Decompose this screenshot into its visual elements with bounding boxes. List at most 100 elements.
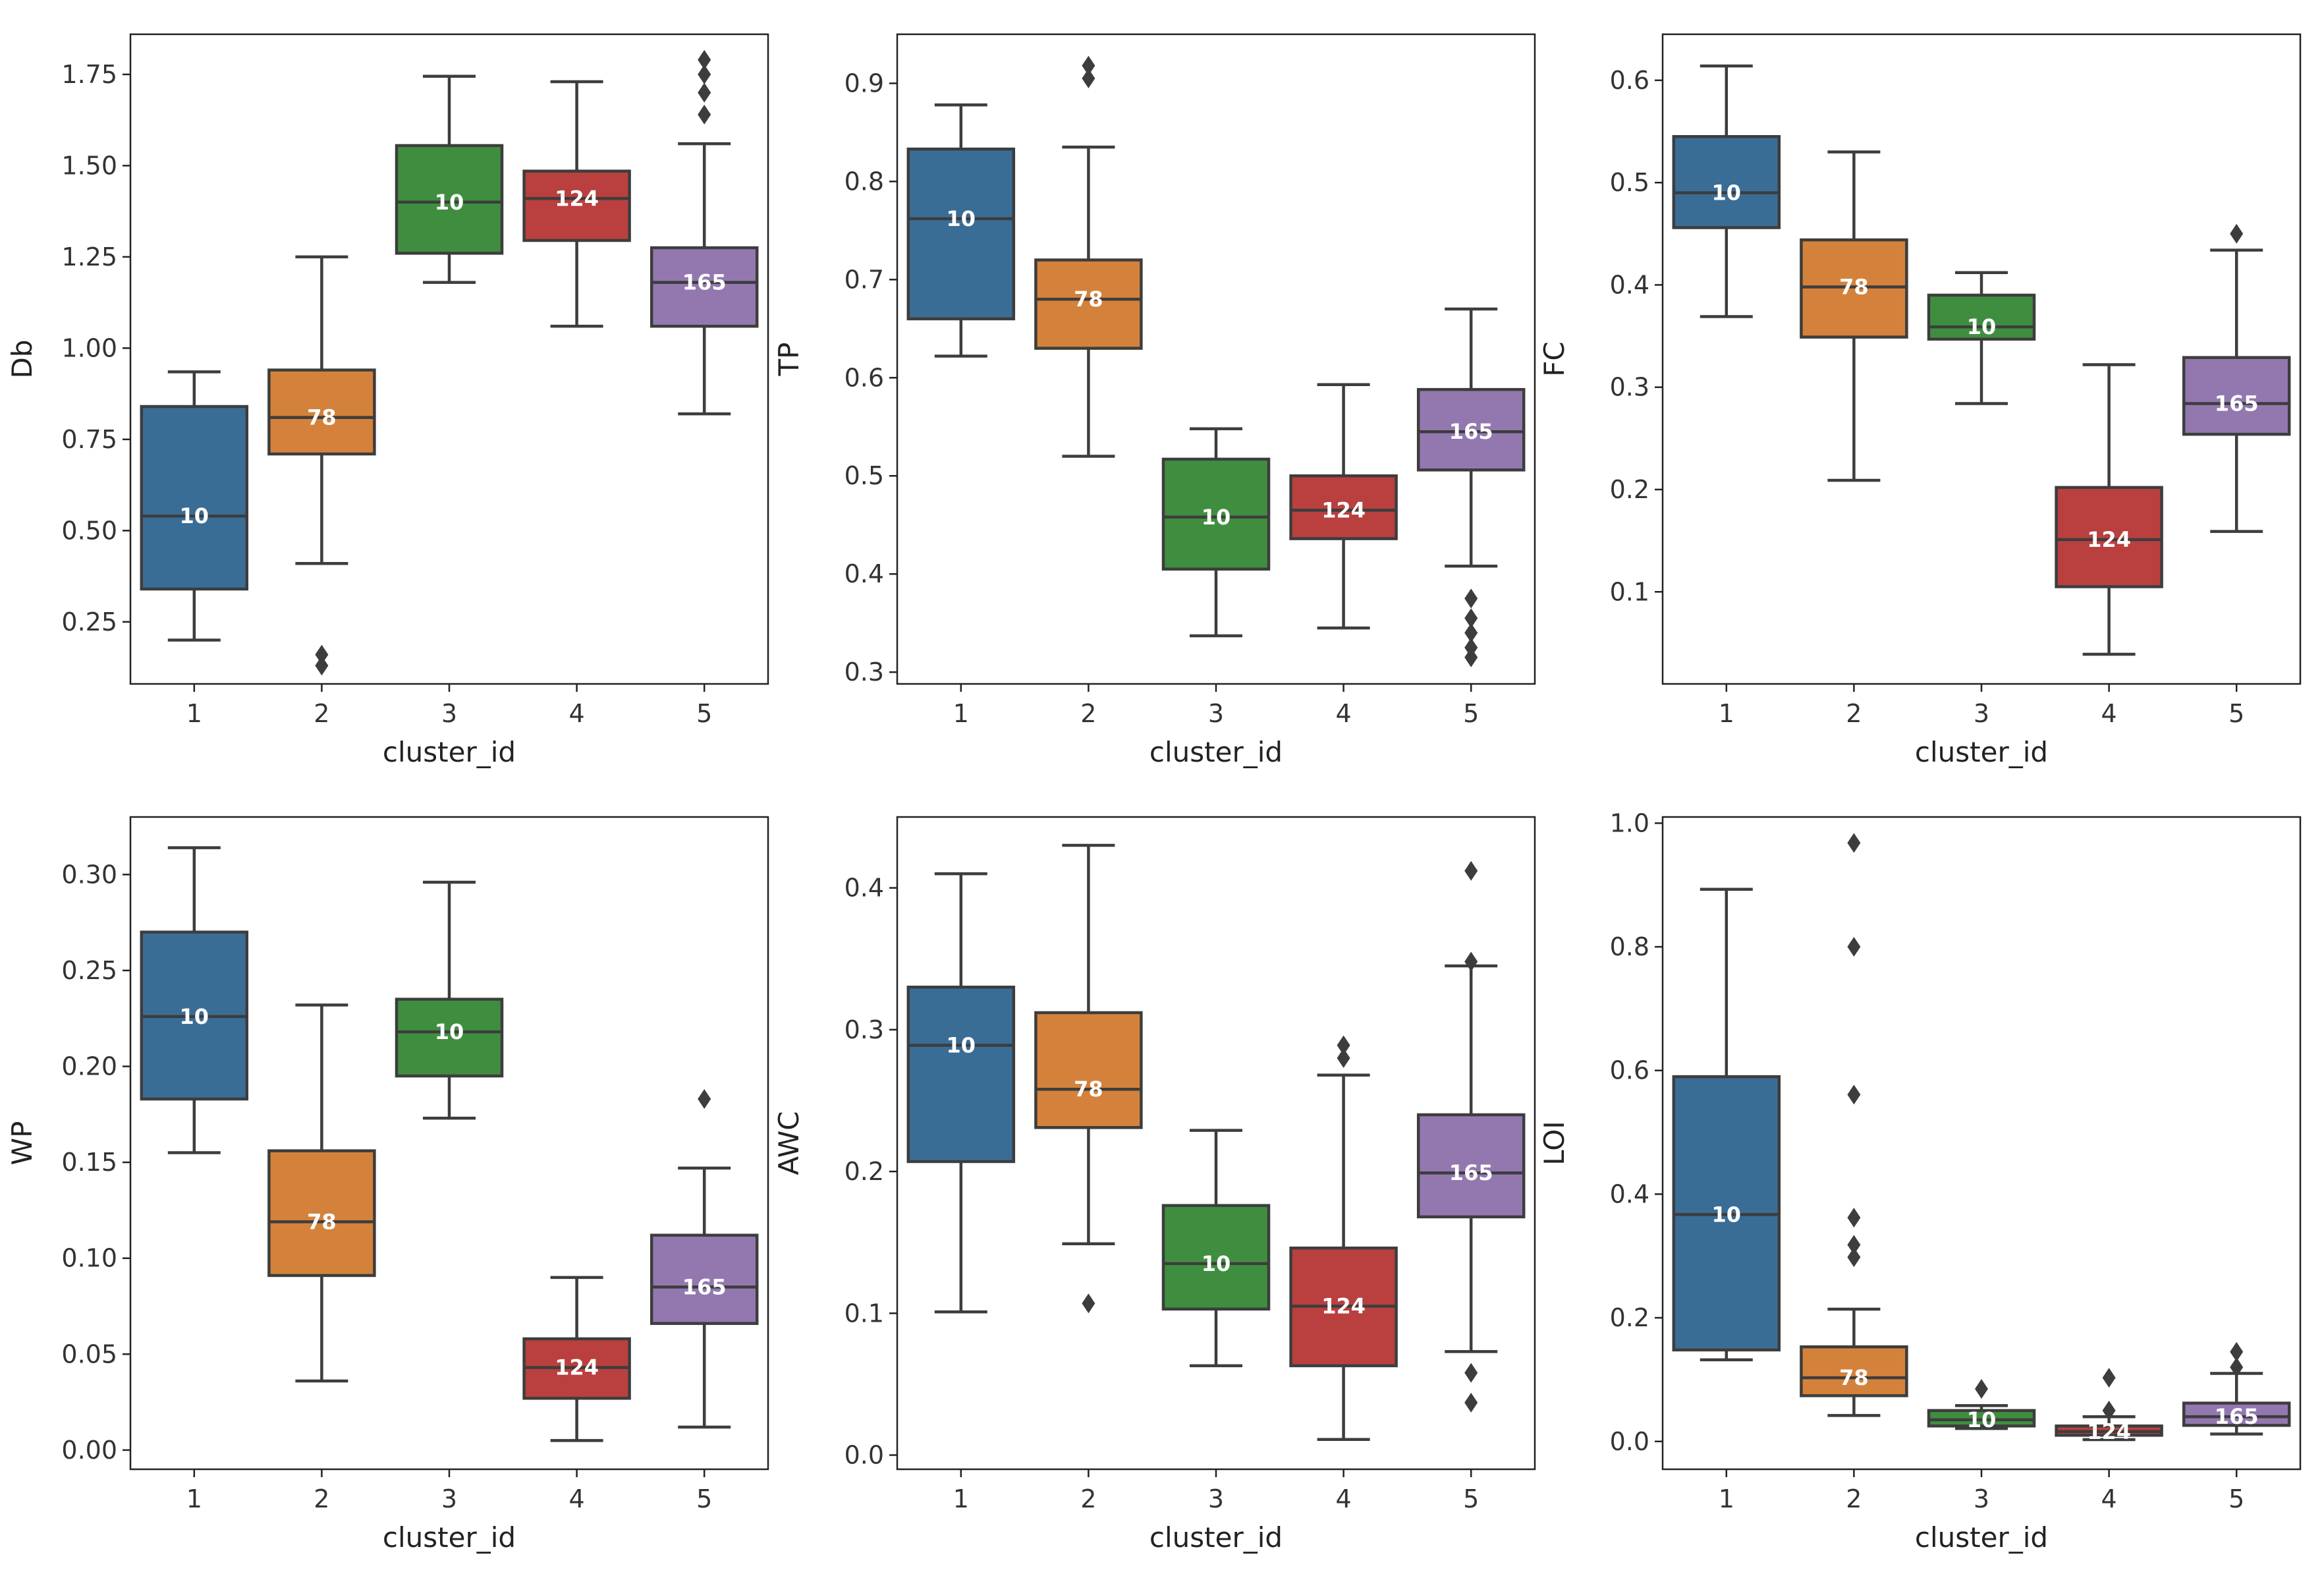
- y-tick-label: 0.8: [1610, 932, 1649, 961]
- box-cluster-1: 10: [1672, 64, 1781, 318]
- box-body: [650, 1233, 759, 1325]
- box-body: [906, 986, 1016, 1164]
- y-tick-label: 0.4: [844, 559, 884, 588]
- x-tick-label: 3: [441, 699, 457, 728]
- outlier-marker: [698, 49, 711, 70]
- box-cluster-5: 165: [2182, 223, 2291, 533]
- y-axis-label: AWC: [773, 1111, 805, 1175]
- x-tick-label: 2: [314, 1484, 329, 1513]
- count-label: 78: [307, 405, 337, 430]
- chart-panel-awc: 0.0 0.1 0.2 0.3 0.4 1 2 3 4 5 cluster_id AWC 10 78 10 1…: [773, 816, 1536, 1554]
- y-tick-label: 0.4: [844, 874, 884, 903]
- x-tick-label: 5: [2228, 699, 2244, 728]
- box-cluster-3: 10: [395, 880, 504, 1120]
- count-label: 124: [555, 1355, 599, 1380]
- count-label: 10: [1967, 314, 1997, 339]
- y-axis-label: LOI: [1538, 1121, 1570, 1165]
- outlier-marker: [698, 64, 711, 84]
- y-tick-label: 0.9: [844, 69, 884, 98]
- chart-panel-wp: 0.00 0.05 0.10 0.15 0.20 0.25 0.30 1 2 3 4 5 cluster…: [6, 816, 769, 1554]
- count-label: 10: [1712, 1202, 1742, 1227]
- x-axis-label: cluster_id: [1149, 736, 1283, 768]
- outlier-marker: [698, 104, 711, 125]
- outlier-marker: [1337, 1035, 1350, 1055]
- x-tick-label: 5: [2228, 1484, 2244, 1513]
- box-cluster-1: 10: [906, 103, 1016, 358]
- box-body: [140, 405, 249, 591]
- y-tick-label: 0.3: [1610, 373, 1649, 402]
- x-tick-label: 3: [1208, 699, 1224, 728]
- box-cluster-3: 10: [1927, 1379, 2036, 1432]
- count-label: 165: [682, 270, 727, 295]
- y-tick-label: 0.25: [61, 956, 117, 985]
- y-tick-label: 0.00: [61, 1436, 117, 1465]
- count-label: 10: [435, 190, 464, 215]
- count-label: 10: [1712, 181, 1742, 206]
- x-tick-label: 1: [953, 699, 969, 728]
- x-axis-label: cluster_id: [1149, 1521, 1283, 1554]
- count-label: 124: [1321, 1294, 1366, 1319]
- outlier-marker: [2102, 1368, 2116, 1388]
- box-cluster-5: 165: [650, 49, 759, 416]
- y-tick-label: 0.4: [1610, 270, 1649, 299]
- count-label: 124: [555, 186, 599, 211]
- outlier-marker: [1464, 1363, 1478, 1383]
- y-tick-label: 0.3: [844, 1015, 884, 1044]
- box-cluster-4: 124: [1289, 1035, 1398, 1442]
- x-tick-label: 3: [1208, 1484, 1224, 1513]
- count-label: 78: [1074, 1077, 1103, 1102]
- outlier-marker: [1082, 69, 1095, 89]
- count-label: 78: [1074, 287, 1103, 312]
- box-cluster-3: 10: [395, 74, 504, 284]
- box-body: [2182, 1401, 2291, 1427]
- y-axis-label: TP: [773, 343, 805, 377]
- x-tick-label: 4: [2101, 699, 2117, 728]
- y-tick-label: 0.6: [1610, 66, 1649, 95]
- outlier-marker: [1464, 860, 1478, 881]
- box-cluster-2: 78: [267, 255, 376, 676]
- box-cluster-3: 10: [1161, 1129, 1271, 1368]
- box-cluster-5: 165: [650, 1089, 759, 1429]
- box-cluster-4: 124: [1289, 383, 1398, 630]
- y-tick-label: 0.6: [844, 363, 884, 392]
- y-tick-label: 0.4: [1610, 1179, 1649, 1208]
- count-label: 10: [180, 503, 209, 528]
- y-axis-label: Db: [6, 339, 38, 378]
- x-tick-label: 2: [1080, 1484, 1096, 1513]
- box-body: [1927, 1409, 2036, 1428]
- box-body: [906, 148, 1016, 321]
- count-label: 10: [180, 1004, 209, 1029]
- count-label: 78: [1839, 1365, 1869, 1390]
- box-body: [650, 246, 759, 328]
- box-cluster-2: 78: [1800, 150, 1908, 482]
- box-body: [1034, 1011, 1143, 1129]
- count-label: 165: [2215, 1404, 2259, 1429]
- x-tick-label: 4: [1336, 1484, 1352, 1513]
- y-tick-label: 0.0: [1610, 1427, 1649, 1456]
- count-label: 165: [1449, 1160, 1493, 1185]
- x-tick-label: 5: [696, 1484, 712, 1513]
- count-label: 124: [2087, 527, 2131, 552]
- x-tick-label: 2: [1080, 699, 1096, 728]
- box-cluster-1: 10: [140, 370, 249, 642]
- outlier-marker: [315, 656, 329, 676]
- outlier-marker: [2102, 1400, 2116, 1421]
- box-cluster-4: 124: [2055, 363, 2163, 656]
- x-axis-label: cluster_id: [383, 1521, 516, 1554]
- chart-panel-tp: 0.3 0.4 0.5 0.6 0.7 0.8 0.9 1 2 3 4 5 cluster_id TP 10…: [773, 33, 1536, 768]
- outlier-marker: [1464, 637, 1478, 658]
- y-tick-label: 0.75: [61, 425, 117, 454]
- box-body: [1161, 457, 1271, 571]
- box-body: [2182, 356, 2291, 436]
- x-tick-label: 4: [2101, 1484, 2117, 1513]
- y-tick-label: 0.7: [844, 265, 884, 294]
- outlier-marker: [1847, 1084, 1861, 1105]
- box-cluster-1: 10: [906, 872, 1016, 1314]
- y-tick-label: 0.5: [1610, 168, 1649, 197]
- box-body: [1800, 238, 1908, 339]
- x-tick-label: 3: [1974, 699, 1989, 728]
- x-tick-label: 4: [569, 699, 585, 728]
- outlier-marker: [1847, 937, 1861, 957]
- box-body: [1289, 474, 1398, 540]
- count-label: 124: [2087, 1419, 2131, 1444]
